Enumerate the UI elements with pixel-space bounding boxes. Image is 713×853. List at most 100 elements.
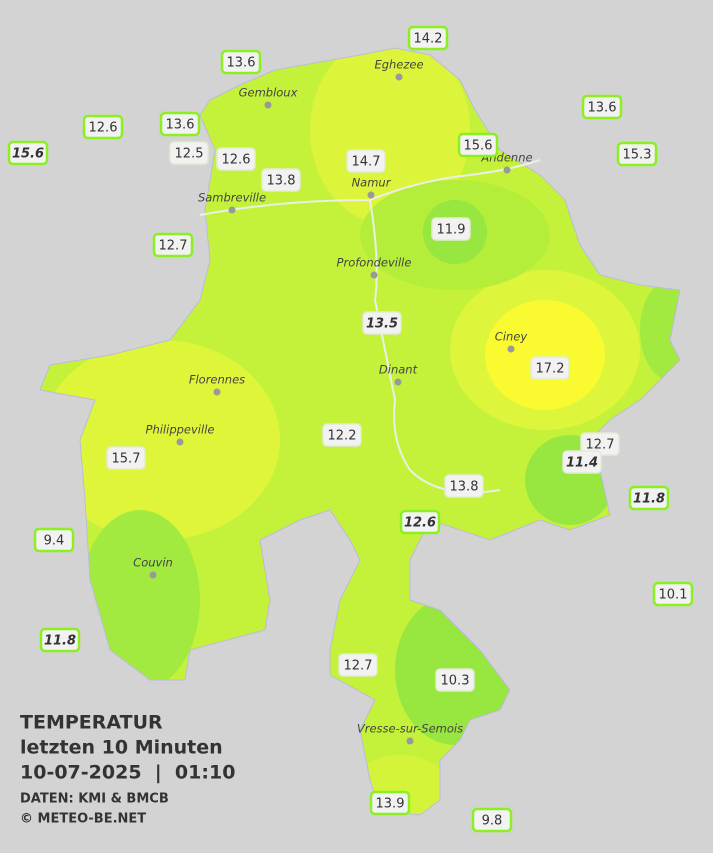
station-box [82, 114, 124, 140]
station: 12.2 [322, 423, 362, 447]
station-value: 9.8 [482, 814, 503, 829]
station-box [106, 446, 146, 470]
station: 13.6 [581, 94, 623, 120]
city-label: Dinant [379, 363, 418, 377]
city-label: Sambreville [198, 191, 266, 205]
station-value: 10.3 [441, 674, 470, 689]
station-value: 15.6 [464, 139, 493, 154]
station-box [652, 581, 694, 607]
station-value: 14.7 [352, 155, 381, 170]
station: 13.8 [444, 474, 484, 498]
station: 12.6 [399, 509, 441, 535]
station-value: 12.2 [328, 429, 357, 444]
city-dot [395, 73, 403, 81]
station: 17.2 [530, 356, 570, 380]
station-value: 10.1 [659, 588, 688, 603]
city-dot [370, 271, 378, 279]
credit: DATEN: KMI & BMCB [20, 792, 169, 807]
station: 13.8 [261, 168, 301, 192]
station-box [220, 49, 262, 75]
station-value: 12.6 [222, 153, 251, 168]
station: 10.1 [652, 581, 694, 607]
station-box [7, 140, 49, 166]
station: 11.4 [562, 450, 602, 474]
station-value: 15.7 [112, 452, 141, 467]
station-value: 11.9 [437, 223, 466, 238]
station: 9.8 [471, 807, 513, 833]
station: 12.6 [216, 147, 256, 171]
city-dot [213, 388, 221, 396]
city-dot [406, 737, 414, 745]
station-box [346, 149, 386, 173]
station-box [322, 423, 362, 447]
city-label: Couvin [133, 556, 173, 570]
station-value: 11.8 [44, 634, 76, 649]
station: 10.3 [435, 668, 475, 692]
station: 13.6 [159, 111, 201, 137]
station: 15.6 [457, 132, 499, 158]
station-value: 14.2 [414, 32, 443, 47]
station-box [581, 94, 623, 120]
station-value: 13.6 [588, 101, 617, 116]
station: 12.5 [169, 141, 209, 165]
station: 15.3 [616, 141, 658, 167]
city-label: Vresse-sur-Semois [357, 722, 463, 736]
city-dot [367, 191, 375, 199]
station-box [407, 25, 449, 51]
station: 13.9 [369, 790, 411, 816]
station-box [338, 653, 378, 677]
station-box [444, 474, 484, 498]
station-box [471, 807, 513, 833]
subtitle: letzten 10 Minuten [20, 737, 223, 759]
station: 13.6 [220, 49, 262, 75]
station-box [261, 168, 301, 192]
station-box [33, 527, 75, 553]
station: 14.7 [346, 149, 386, 173]
station: 11.9 [431, 217, 471, 241]
station-box [628, 485, 670, 511]
station-value: 13.9 [376, 797, 405, 812]
city-label: Philippeville [146, 423, 215, 437]
station-value: 15.6 [12, 147, 44, 162]
station-box [530, 356, 570, 380]
city-label: Profondeville [337, 256, 412, 270]
station: 11.8 [39, 627, 81, 653]
station-value: 12.7 [344, 659, 373, 674]
station: 9.4 [33, 527, 75, 553]
station-box [562, 450, 602, 474]
station-box [399, 509, 441, 535]
station: 14.2 [407, 25, 449, 51]
timestamp: 10-07-2025 | 01:10 [20, 762, 235, 784]
city-label: Ciney [495, 330, 528, 344]
city-dot [228, 206, 236, 214]
station-value: 11.4 [566, 456, 598, 471]
station: 12.7 [338, 653, 378, 677]
station-value: 13.6 [166, 118, 195, 133]
city-label: Florennes [189, 373, 245, 387]
station: 12.7 [152, 232, 194, 258]
station-box [39, 627, 81, 653]
city-dot [503, 166, 511, 174]
city-dot [394, 378, 402, 386]
station-value: 9.4 [44, 534, 65, 549]
city-label: Eghezee [374, 58, 423, 72]
station-box [457, 132, 499, 158]
station-box [216, 147, 256, 171]
city-dot [507, 345, 515, 353]
station-box [169, 141, 209, 165]
station-value: 12.5 [175, 147, 204, 162]
station-value: 13.8 [450, 480, 479, 495]
station-value: 12.7 [159, 239, 188, 254]
station-value: 13.6 [227, 56, 256, 71]
credit: © METEO-BE.NET [20, 812, 146, 827]
city-label: Gembloux [239, 86, 298, 100]
station: 13.5 [362, 311, 402, 335]
station: 15.7 [106, 446, 146, 470]
station-value: 15.3 [623, 148, 652, 163]
station-value: 17.2 [536, 362, 565, 377]
station-box [435, 668, 475, 692]
station-box [616, 141, 658, 167]
station: 12.7 [580, 432, 620, 456]
title: TEMPERATUR [20, 712, 163, 734]
